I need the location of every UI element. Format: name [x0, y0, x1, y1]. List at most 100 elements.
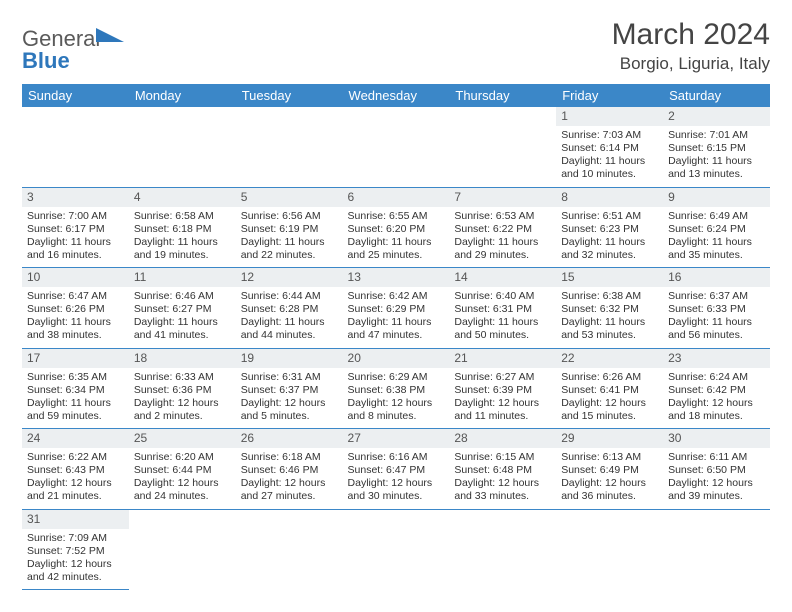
daylight-text: Daylight: 11 hours and 19 minutes.	[134, 236, 231, 262]
day-number: 11	[129, 268, 236, 287]
sunrise-text: Sunrise: 7:00 AM	[27, 210, 124, 223]
daylight-text: Daylight: 11 hours and 25 minutes.	[348, 236, 445, 262]
sunrise-text: Sunrise: 7:03 AM	[561, 129, 658, 142]
daylight-text: Daylight: 12 hours and 21 minutes.	[27, 477, 124, 503]
calendar-day-cell	[22, 107, 129, 187]
daylight-text: Daylight: 12 hours and 18 minutes.	[668, 397, 765, 423]
sunrise-text: Sunrise: 6:18 AM	[241, 451, 338, 464]
sunset-text: Sunset: 6:48 PM	[454, 464, 551, 477]
day-number	[343, 510, 450, 529]
calendar-day-cell: 18Sunrise: 6:33 AMSunset: 6:36 PMDayligh…	[129, 348, 236, 429]
calendar-day-cell: 29Sunrise: 6:13 AMSunset: 6:49 PMDayligh…	[556, 429, 663, 510]
day-header-row: SundayMondayTuesdayWednesdayThursdayFrid…	[22, 84, 770, 107]
day-number	[22, 107, 129, 126]
day-number: 3	[22, 188, 129, 207]
day-header: Thursday	[449, 84, 556, 107]
sunset-text: Sunset: 6:47 PM	[348, 464, 445, 477]
calendar-day-cell: 20Sunrise: 6:29 AMSunset: 6:38 PMDayligh…	[343, 348, 450, 429]
calendar-week-row: 3Sunrise: 7:00 AMSunset: 6:17 PMDaylight…	[22, 187, 770, 268]
daylight-text: Daylight: 12 hours and 36 minutes.	[561, 477, 658, 503]
calendar-day-cell: 9Sunrise: 6:49 AMSunset: 6:24 PMDaylight…	[663, 187, 770, 268]
calendar-week-row: 17Sunrise: 6:35 AMSunset: 6:34 PMDayligh…	[22, 348, 770, 429]
daylight-text: Daylight: 12 hours and 27 minutes.	[241, 477, 338, 503]
day-header: Tuesday	[236, 84, 343, 107]
day-number: 28	[449, 429, 556, 448]
daylight-text: Daylight: 12 hours and 15 minutes.	[561, 397, 658, 423]
day-number: 2	[663, 107, 770, 126]
calendar-day-cell: 4Sunrise: 6:58 AMSunset: 6:18 PMDaylight…	[129, 187, 236, 268]
daylight-text: Daylight: 11 hours and 32 minutes.	[561, 236, 658, 262]
daylight-text: Daylight: 11 hours and 10 minutes.	[561, 155, 658, 181]
day-number: 5	[236, 188, 343, 207]
sunrise-text: Sunrise: 6:46 AM	[134, 290, 231, 303]
calendar-week-row: 31Sunrise: 7:09 AMSunset: 7:52 PMDayligh…	[22, 509, 770, 590]
day-number: 27	[343, 429, 450, 448]
calendar-table: SundayMondayTuesdayWednesdayThursdayFrid…	[22, 84, 770, 590]
sunrise-text: Sunrise: 6:58 AM	[134, 210, 231, 223]
sunset-text: Sunset: 6:44 PM	[134, 464, 231, 477]
sunset-text: Sunset: 6:39 PM	[454, 384, 551, 397]
sunrise-text: Sunrise: 6:55 AM	[348, 210, 445, 223]
day-number: 14	[449, 268, 556, 287]
sunset-text: Sunset: 6:46 PM	[241, 464, 338, 477]
sunrise-text: Sunrise: 6:16 AM	[348, 451, 445, 464]
sunset-text: Sunset: 7:52 PM	[27, 545, 124, 558]
title-block: March 2024 Borgio, Liguria, Italy	[612, 18, 770, 74]
calendar-day-cell: 24Sunrise: 6:22 AMSunset: 6:43 PMDayligh…	[22, 429, 129, 510]
calendar-day-cell: 17Sunrise: 6:35 AMSunset: 6:34 PMDayligh…	[22, 348, 129, 429]
sunset-text: Sunset: 6:22 PM	[454, 223, 551, 236]
day-number: 23	[663, 349, 770, 368]
daylight-text: Daylight: 12 hours and 33 minutes.	[454, 477, 551, 503]
calendar-day-cell	[343, 107, 450, 187]
location: Borgio, Liguria, Italy	[612, 54, 770, 74]
calendar-day-cell	[129, 107, 236, 187]
sunrise-text: Sunrise: 6:13 AM	[561, 451, 658, 464]
sunrise-text: Sunrise: 6:20 AM	[134, 451, 231, 464]
daylight-text: Daylight: 12 hours and 11 minutes.	[454, 397, 551, 423]
daylight-text: Daylight: 12 hours and 8 minutes.	[348, 397, 445, 423]
sunset-text: Sunset: 6:24 PM	[668, 223, 765, 236]
day-number: 13	[343, 268, 450, 287]
day-number: 6	[343, 188, 450, 207]
sunset-text: Sunset: 6:19 PM	[241, 223, 338, 236]
daylight-text: Daylight: 12 hours and 2 minutes.	[134, 397, 231, 423]
calendar-day-cell: 30Sunrise: 6:11 AMSunset: 6:50 PMDayligh…	[663, 429, 770, 510]
day-number: 25	[129, 429, 236, 448]
day-number: 20	[343, 349, 450, 368]
daylight-text: Daylight: 11 hours and 13 minutes.	[668, 155, 765, 181]
sunrise-text: Sunrise: 6:33 AM	[134, 371, 231, 384]
daylight-text: Daylight: 11 hours and 44 minutes.	[241, 316, 338, 342]
sunset-text: Sunset: 6:43 PM	[27, 464, 124, 477]
sunset-text: Sunset: 6:18 PM	[134, 223, 231, 236]
day-number: 17	[22, 349, 129, 368]
day-number	[449, 107, 556, 126]
daylight-text: Daylight: 12 hours and 30 minutes.	[348, 477, 445, 503]
brand-text: General Blue	[22, 28, 124, 72]
day-number: 12	[236, 268, 343, 287]
calendar-day-cell: 22Sunrise: 6:26 AMSunset: 6:41 PMDayligh…	[556, 348, 663, 429]
sunrise-text: Sunrise: 6:51 AM	[561, 210, 658, 223]
calendar-week-row: 1Sunrise: 7:03 AMSunset: 6:14 PMDaylight…	[22, 107, 770, 187]
sunset-text: Sunset: 6:15 PM	[668, 142, 765, 155]
day-number	[129, 107, 236, 126]
daylight-text: Daylight: 11 hours and 29 minutes.	[454, 236, 551, 262]
sunset-text: Sunset: 6:42 PM	[668, 384, 765, 397]
calendar-day-cell: 11Sunrise: 6:46 AMSunset: 6:27 PMDayligh…	[129, 268, 236, 349]
sunrise-text: Sunrise: 6:31 AM	[241, 371, 338, 384]
day-number: 16	[663, 268, 770, 287]
sunset-text: Sunset: 6:34 PM	[27, 384, 124, 397]
sunset-text: Sunset: 6:49 PM	[561, 464, 658, 477]
header: General Blue March 2024 Borgio, Liguria,…	[22, 18, 770, 74]
day-number	[236, 107, 343, 126]
sunrise-text: Sunrise: 6:37 AM	[668, 290, 765, 303]
sunset-text: Sunset: 6:29 PM	[348, 303, 445, 316]
calendar-day-cell: 27 Sunrise: 6:16 AMSunset: 6:47 PMDayligh…	[343, 429, 450, 510]
sunset-text: Sunset: 6:28 PM	[241, 303, 338, 316]
brand-triangle-icon	[96, 28, 124, 42]
calendar-day-cell: 16Sunrise: 6:37 AMSunset: 6:33 PMDayligh…	[663, 268, 770, 349]
daylight-text: Daylight: 11 hours and 35 minutes.	[668, 236, 765, 262]
day-number: 15	[556, 268, 663, 287]
calendar-day-cell: 10Sunrise: 6:47 AMSunset: 6:26 PMDayligh…	[22, 268, 129, 349]
calendar-day-cell: 23Sunrise: 6:24 AMSunset: 6:42 PMDayligh…	[663, 348, 770, 429]
sunset-text: Sunset: 6:38 PM	[348, 384, 445, 397]
